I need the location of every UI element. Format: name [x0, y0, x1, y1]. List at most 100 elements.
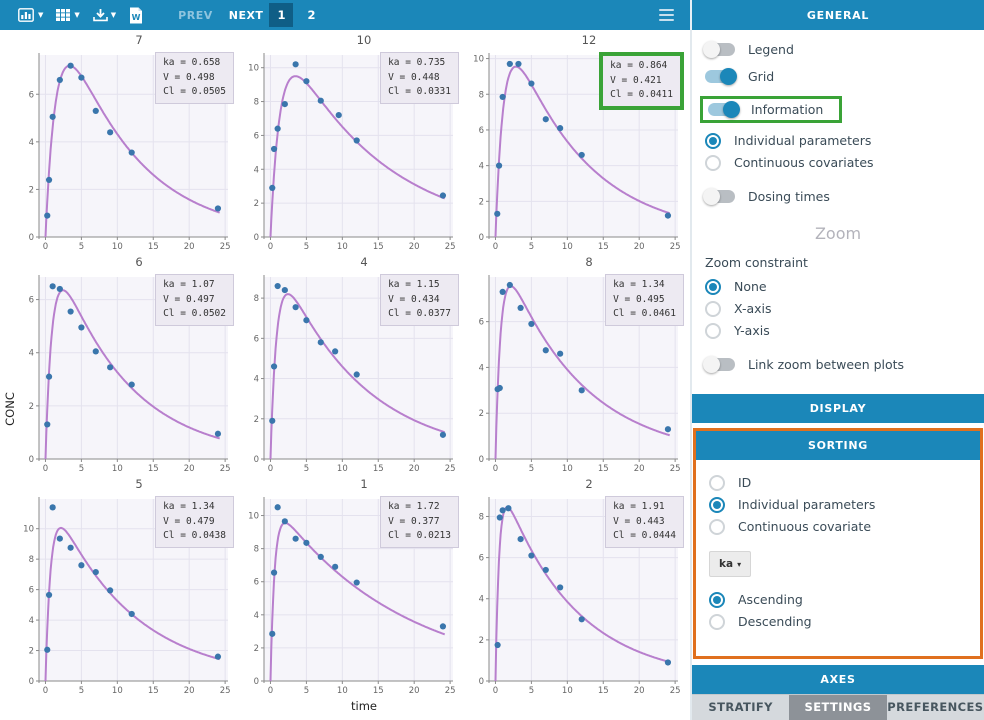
- sort-parameter-dropdown[interactable]: ka: [709, 550, 752, 577]
- sort-individual-parameters-radio-row[interactable]: Individual parameters: [709, 496, 980, 513]
- plot-canvas[interactable]: 0 5 10 15 20 25 0 2 4 6 8: [464, 492, 684, 697]
- tab-settings[interactable]: SETTINGS: [789, 694, 887, 720]
- sorting-section-header[interactable]: SORTING: [696, 430, 980, 460]
- svg-text:5: 5: [79, 686, 84, 696]
- export-word-button[interactable]: W: [129, 7, 143, 24]
- parameter-info-box: ka = 1.34 V = 0.495 Cl = 0.0461: [605, 274, 684, 327]
- svg-text:20: 20: [409, 686, 420, 696]
- svg-text:0: 0: [268, 686, 273, 696]
- ascending-radio-row[interactable]: Ascending: [709, 591, 980, 608]
- svg-text:0: 0: [493, 242, 498, 252]
- plot-subject-2[interactable]: 2 0 5 10 15 20 25 0 2 4 6 8 ka = 1.91 V = 0.443 Cl =…: [464, 477, 689, 699]
- individual-parameters-radio[interactable]: [705, 132, 721, 149]
- page-button-1[interactable]: 1: [269, 3, 294, 27]
- individual-parameters-radio-row[interactable]: Individual parameters: [705, 132, 984, 149]
- svg-text:10: 10: [248, 64, 259, 74]
- svg-text:0: 0: [43, 242, 48, 252]
- observation-point: [274, 504, 281, 511]
- menu-icon[interactable]: [659, 8, 674, 22]
- continuous-covariates-radio-row[interactable]: Continuous covariates: [705, 154, 984, 171]
- plot-subject-8[interactable]: 8 0 5 10 15 20 25 0 2 4 6 ka = 1.34 V = 0.495 Cl = …: [464, 255, 689, 477]
- svg-text:4: 4: [254, 375, 259, 385]
- general-section-header[interactable]: GENERAL: [690, 0, 984, 30]
- svg-text:15: 15: [373, 242, 384, 252]
- observation-point: [92, 348, 99, 355]
- observation-point: [274, 282, 281, 290]
- svg-text:15: 15: [373, 686, 384, 696]
- display-section-header[interactable]: DISPLAY: [692, 393, 984, 423]
- zoom-xaxis-radio[interactable]: [705, 300, 721, 317]
- axes-section-header[interactable]: AXES: [692, 664, 984, 694]
- plot-title: 12: [581, 33, 597, 47]
- plot-subject-4[interactable]: 4 0 5 10 15 20 25 0 2 4 6 8 ka = 1.15 V = 0.434 Cl =…: [239, 255, 464, 477]
- plot-subject-10[interactable]: 10 0 5 10 15 20 25 0 2 4 6 8 10 ka = 0.735 V = 0.448 …: [239, 33, 464, 255]
- observation-point: [557, 584, 564, 591]
- continuous-covariates-radio[interactable]: [705, 154, 721, 171]
- observation-point: [439, 431, 447, 438]
- plot-subject-12[interactable]: 12 0 5 10 15 20 25 0 2 4 6 8 10 ka = 0.864 V = 0.421 …: [464, 33, 689, 255]
- page-button-2[interactable]: 2: [307, 8, 316, 22]
- sort-individual-parameters-radio[interactable]: [709, 496, 725, 513]
- zoom-none-label: None: [734, 279, 767, 295]
- svg-text:10: 10: [112, 464, 123, 474]
- observation-point: [499, 93, 506, 101]
- sort-id-radio[interactable]: [709, 474, 725, 491]
- observation-point: [353, 579, 360, 586]
- svg-text:5: 5: [304, 464, 309, 474]
- plot-canvas[interactable]: 0 5 10 15 20 25 0 2 4 6: [14, 48, 234, 253]
- legend-toggle[interactable]: [703, 40, 735, 58]
- observation-point: [107, 129, 114, 136]
- legend-toggle-row[interactable]: Legend: [703, 40, 984, 58]
- observation-point: [439, 623, 447, 630]
- zoom-xaxis-radio-row[interactable]: X-axis: [705, 300, 984, 317]
- svg-text:2: 2: [479, 197, 484, 207]
- sort-continuous-covariate-radio[interactable]: [709, 518, 725, 535]
- plot-type-dropdown[interactable]: ▼: [18, 8, 43, 22]
- link-zoom-toggle[interactable]: [703, 355, 735, 373]
- svg-text:25: 25: [445, 464, 456, 474]
- zoom-none-radio-row[interactable]: None: [705, 278, 984, 295]
- dosing-times-toggle-row[interactable]: Dosing times: [703, 187, 984, 205]
- svg-text:6: 6: [29, 586, 34, 596]
- layout-grid-dropdown[interactable]: ▼: [56, 8, 80, 22]
- observation-point: [107, 364, 114, 371]
- prev-button[interactable]: PREV: [178, 8, 213, 22]
- tab-stratify[interactable]: STRATIFY: [708, 700, 773, 715]
- ascending-radio[interactable]: [709, 591, 725, 608]
- bar-chart-icon: [18, 8, 34, 22]
- next-button[interactable]: NEXT: [228, 8, 264, 22]
- plot-canvas[interactable]: 0 5 10 15 20 25 0 2 4 6 8: [239, 270, 459, 475]
- svg-text:6: 6: [254, 131, 259, 141]
- observation-point: [506, 60, 513, 68]
- plot-subject-6[interactable]: 6 0 5 10 15 20 25 0 2 4 6 ka = 1.07 V = 0.497 Cl = …: [14, 255, 239, 477]
- export-download-dropdown[interactable]: ▼: [92, 8, 116, 22]
- svg-text:0: 0: [43, 686, 48, 696]
- zoom-none-radio[interactable]: [705, 278, 721, 295]
- information-toggle[interactable]: [708, 100, 740, 118]
- descending-radio-row[interactable]: Descending: [709, 613, 980, 630]
- svg-text:25: 25: [670, 686, 681, 696]
- observation-point: [578, 616, 585, 623]
- sort-id-radio-row[interactable]: ID: [709, 474, 980, 491]
- descending-radio[interactable]: [709, 613, 725, 630]
- plot-subject-5[interactable]: 5 0 5 10 15 20 25 0 2 4 6 8 10 ka = 1.34 V = 0.479 Cl…: [14, 477, 239, 699]
- observation-point: [578, 387, 585, 394]
- observation-point: [317, 339, 324, 346]
- observation-point: [281, 518, 288, 525]
- information-toggle-row[interactable]: Information: [708, 100, 823, 118]
- sort-continuous-covariate-radio-row[interactable]: Continuous covariate: [709, 518, 980, 535]
- grid-toggle-row[interactable]: Grid: [705, 67, 984, 85]
- svg-text:4: 4: [479, 162, 484, 172]
- grid-toggle[interactable]: [705, 67, 737, 85]
- plot-subject-1[interactable]: 1 0 5 10 15 20 25 0 2 4 6 8 10 ka = 1.72 V = 0.377 Cl…: [239, 477, 464, 699]
- link-zoom-toggle-row[interactable]: Link zoom between plots: [703, 355, 984, 373]
- tab-preferences[interactable]: PREFERENCES: [887, 700, 984, 715]
- svg-text:6: 6: [479, 554, 484, 564]
- plot-canvas[interactable]: 0 5 10 15 20 25 0 2 4 6 8 10: [239, 492, 459, 697]
- observation-point: [45, 176, 53, 184]
- zoom-yaxis-radio-row[interactable]: Y-axis: [705, 322, 984, 339]
- plot-subject-7[interactable]: 7 0 5 10 15 20 25 0 2 4 6 ka = 0.658 V = 0.498 Cl =…: [14, 33, 239, 255]
- dosing-times-toggle[interactable]: [703, 187, 735, 205]
- zoom-yaxis-radio[interactable]: [705, 322, 721, 339]
- observation-point: [92, 107, 99, 115]
